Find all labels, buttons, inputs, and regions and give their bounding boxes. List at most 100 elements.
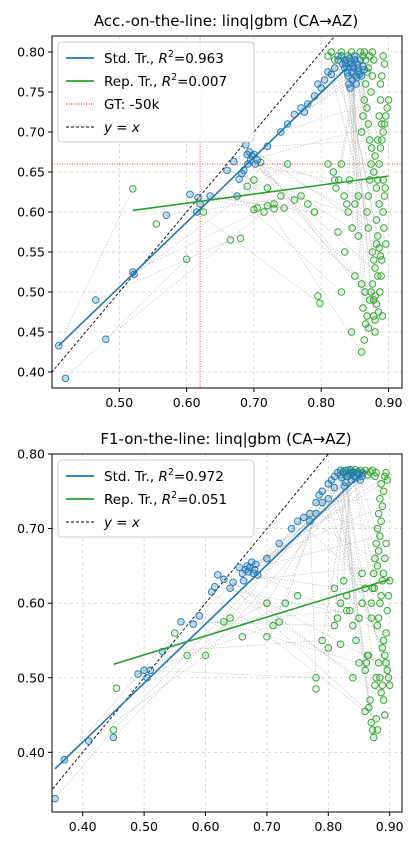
rep-point [355, 659, 363, 667]
std-point [134, 670, 142, 678]
pair-line [64, 632, 176, 760]
std-point [327, 70, 336, 79]
rep-point [283, 160, 292, 168]
rep-point [253, 204, 262, 212]
std-point [91, 296, 100, 304]
pair-line [239, 178, 349, 213]
rep-point [334, 228, 342, 236]
rep-point [324, 160, 332, 168]
rep-point [377, 517, 385, 525]
y-tick-label: 0.60 [17, 596, 45, 611]
rep-point [243, 182, 251, 191]
rep-point [371, 554, 379, 563]
rep-point [384, 674, 393, 682]
std-point [293, 517, 302, 525]
rep-point [377, 272, 385, 280]
pair-line [351, 59, 356, 229]
rep-point [367, 88, 375, 96]
pair-line [205, 476, 363, 656]
scatter-points [52, 465, 394, 803]
pair-line [340, 470, 372, 723]
rep-point [370, 584, 379, 593]
rep-point [343, 200, 351, 208]
rep-point [378, 681, 387, 689]
std-point [318, 498, 326, 507]
rep-point [349, 674, 357, 682]
rep-point [380, 60, 389, 68]
regression-lines [58, 59, 389, 347]
std-fit-line [54, 469, 366, 770]
rep-point [373, 562, 382, 570]
rep-point [318, 636, 326, 645]
std-point [356, 56, 365, 64]
pair-line [241, 173, 356, 277]
pair-line [351, 71, 372, 293]
rep-point [293, 591, 302, 600]
pair-line [300, 55, 370, 109]
axis-ticks: 0.50 0.60 0.70 0.80 0.90 0.40 0.45 0.50 0.55 0.60… [17, 45, 402, 411]
rep-point [270, 205, 278, 213]
pair-line [353, 476, 381, 604]
x-tick-label: 0.80 [314, 819, 342, 834]
std-point [263, 554, 271, 563]
rep-point [378, 312, 387, 320]
rep-point [356, 48, 365, 56]
rep-point [379, 52, 387, 60]
f1-chart-panel: F1-on-the-line: linq|gbm (CA→AZ) 0.40 0.5… [17, 430, 404, 834]
rep-point [346, 606, 354, 615]
rep-point [332, 184, 340, 192]
std-point [146, 666, 154, 675]
pair-line [342, 63, 379, 237]
std-point [318, 487, 326, 496]
rep-point [368, 48, 377, 56]
pair-line [211, 591, 366, 712]
rep-point [370, 569, 378, 578]
pair-line [350, 63, 369, 329]
pair-line [357, 471, 386, 559]
rep-point [382, 659, 390, 667]
legend-box [57, 41, 255, 143]
std-point [52, 794, 59, 803]
rep-point [368, 72, 377, 80]
pair-line [266, 487, 335, 604]
rep-point [357, 128, 366, 136]
rep-point [324, 644, 333, 652]
rep-point [374, 659, 383, 667]
rep-point [380, 224, 388, 232]
rep-point [379, 569, 388, 578]
pair-line [331, 74, 368, 213]
std-point [320, 76, 329, 84]
rep-point [330, 621, 339, 630]
std-point [356, 476, 364, 484]
rep-point [372, 539, 380, 548]
rep-point [314, 292, 322, 300]
std-point [346, 84, 354, 92]
legend-label-gt: GT: -50k [104, 97, 160, 113]
rep-point [372, 674, 380, 682]
pair-line [272, 502, 323, 626]
rep-point [382, 629, 390, 637]
rep-point [377, 688, 385, 697]
rep-point [361, 56, 370, 64]
rep-point [375, 200, 383, 208]
pair-line [243, 565, 378, 582]
pair-line [247, 505, 383, 567]
std-point [229, 578, 237, 587]
rep-point [359, 304, 367, 312]
rep-point [324, 52, 332, 60]
rep-point [384, 96, 393, 104]
pair-line [88, 655, 206, 742]
rep-point [368, 726, 377, 734]
pair-line [309, 513, 378, 529]
rep-point [369, 168, 378, 176]
pair-line [248, 476, 385, 573]
std-point [239, 577, 248, 585]
pair-line [344, 67, 381, 257]
rep-point [129, 185, 137, 193]
rep-point [341, 248, 349, 256]
x-tick-label: 0.90 [376, 819, 404, 834]
rep-point [376, 599, 384, 607]
rep-point [236, 234, 245, 243]
rep-point [365, 703, 373, 712]
rep-point [336, 599, 345, 607]
